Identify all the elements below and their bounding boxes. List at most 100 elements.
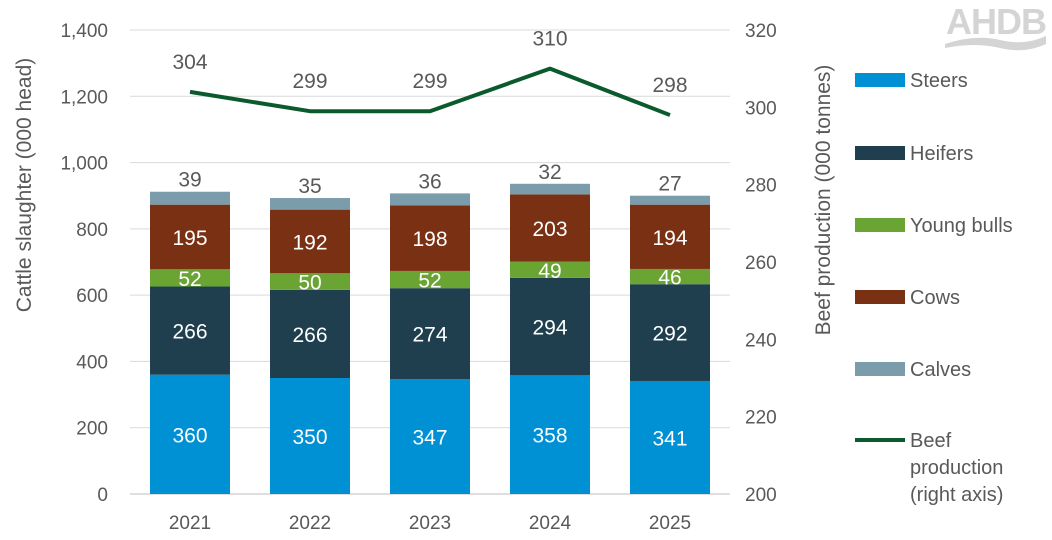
bar-calves — [270, 198, 350, 210]
legend-label: Calves — [910, 359, 971, 381]
bar-calves — [390, 193, 470, 206]
data-label: 52 — [178, 268, 201, 291]
legend-label: Heifers — [910, 143, 973, 165]
bar-steers — [270, 378, 350, 494]
bar-young-bulls — [630, 268, 710, 285]
line-data-label: 299 — [412, 70, 447, 93]
legend-label: Steers — [910, 70, 968, 92]
legend-item-heifers: Heifers — [855, 143, 973, 165]
data-label: 46 — [658, 267, 681, 290]
data-label: 294 — [532, 317, 567, 340]
legend-swatch — [855, 146, 905, 160]
data-label: 194 — [652, 227, 687, 250]
y2-tick-label: 220 — [745, 408, 777, 429]
bar-steers — [390, 378, 470, 494]
data-label: 49 — [538, 260, 561, 283]
bar-cows — [390, 205, 470, 271]
legend-label: production — [910, 457, 1003, 479]
bar-cows — [630, 204, 710, 269]
x-tick-label: 2024 — [529, 513, 572, 534]
bar-steers — [150, 374, 230, 494]
data-label: 292 — [652, 323, 687, 346]
data-label: 358 — [532, 425, 567, 448]
data-label: 27 — [658, 173, 681, 196]
y2-tick-label: 280 — [745, 176, 777, 197]
y-axis-label: Cattle slaughter (000 head) — [13, 58, 36, 313]
data-label: 35 — [298, 175, 321, 198]
legend-swatch — [855, 290, 905, 304]
legend-item-cows: Cows — [855, 287, 960, 309]
bar-young-bulls — [510, 261, 590, 278]
line-beef-production — [189, 66, 671, 117]
bar-cows — [270, 209, 350, 274]
x-tick-label: 2023 — [409, 513, 451, 534]
line-data-label: 304 — [172, 51, 207, 74]
legend-swatch — [855, 218, 905, 232]
legend-label: Beef — [910, 430, 952, 452]
data-label: 39 — [178, 169, 201, 192]
y-tick-label: 1,400 — [60, 21, 108, 42]
legend-item-steers: Steers — [855, 70, 968, 92]
y-tick-label: 800 — [76, 220, 108, 241]
y2-tick-label: 300 — [745, 98, 777, 119]
bar-young-bulls — [390, 270, 470, 289]
legend-item-young-bulls: Young bulls — [855, 215, 1013, 237]
x-tick-label: 2022 — [289, 513, 331, 534]
bar-heifers — [150, 286, 230, 375]
y2-tick-label: 240 — [745, 330, 777, 351]
line-data-label: 298 — [652, 74, 687, 97]
bar-heifers — [510, 277, 590, 376]
data-label: 266 — [292, 324, 327, 347]
y-tick-label: 200 — [76, 419, 108, 440]
data-label: 347 — [412, 426, 447, 449]
ahdb-logo: AHDB — [945, 1, 1047, 51]
line-data-label: 299 — [292, 70, 327, 93]
y-tick-label: 400 — [76, 352, 108, 373]
bar-calves — [150, 191, 230, 205]
bar-cows — [150, 204, 230, 270]
bar-young-bulls — [270, 273, 350, 290]
y2-axis-label: Beef production (000 tonnes) — [812, 65, 835, 336]
line-data-label: 310 — [532, 28, 567, 51]
data-label: 203 — [532, 218, 567, 241]
legend-label: (right axis) — [910, 484, 1003, 506]
data-label: 266 — [172, 321, 207, 344]
legend-swatch — [855, 362, 905, 376]
data-label: 32 — [538, 161, 561, 184]
data-label: 198 — [412, 228, 447, 251]
y-tick-label: 1,000 — [60, 154, 108, 175]
bar-steers — [510, 375, 590, 494]
data-label: 192 — [292, 231, 327, 254]
bar-young-bulls — [150, 269, 230, 287]
bar-heifers — [270, 289, 350, 378]
x-tick-label: 2025 — [649, 513, 691, 534]
data-label: 36 — [418, 170, 441, 193]
svg-text:AHDB: AHDB — [946, 1, 1046, 42]
legend-item-beef-production: Beef production (right axis) — [855, 430, 1003, 506]
data-label: 50 — [298, 272, 321, 295]
legend-item-calves: Calves — [855, 359, 971, 381]
bar-calves — [510, 183, 590, 195]
legend-label: Young bulls — [910, 215, 1013, 237]
bar-heifers — [630, 284, 710, 381]
data-label: 52 — [418, 270, 441, 293]
bar-cows — [510, 194, 590, 262]
data-label: 360 — [172, 424, 207, 447]
y2-tick-label: 200 — [745, 485, 777, 506]
bar-steers — [630, 380, 710, 494]
legend-label: Cows — [910, 287, 960, 309]
x-tick-label: 2021 — [169, 513, 211, 534]
data-label: 274 — [412, 324, 447, 347]
data-label: 341 — [652, 427, 687, 450]
bar-calves — [630, 195, 710, 205]
y-tick-label: 600 — [76, 286, 108, 307]
data-label: 195 — [172, 227, 207, 250]
y-tick-label: 1,200 — [60, 87, 108, 108]
legend-swatch — [855, 73, 905, 87]
y-tick-label: 0 — [97, 485, 108, 506]
y2-tick-label: 260 — [745, 253, 777, 274]
y2-tick-label: 320 — [745, 21, 777, 42]
bar-heifers — [390, 288, 470, 379]
data-label: 350 — [292, 426, 327, 449]
